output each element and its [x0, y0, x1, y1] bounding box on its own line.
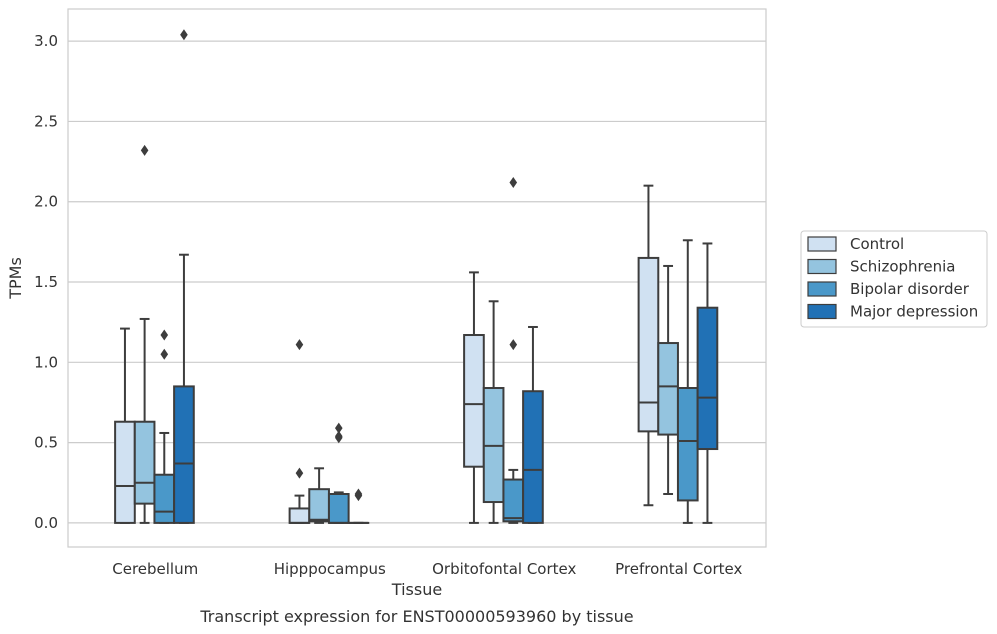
box-series — [114, 29, 719, 524]
box-body — [657, 342, 679, 436]
chart-caption: Transcript expression for ENST0000059396… — [199, 607, 633, 626]
series-group — [173, 29, 719, 524]
x-axis-label: Tissue — [391, 580, 442, 599]
series-group — [114, 184, 660, 524]
legend: Control Schizophrenia Bipolar disorder Majo… — [800, 230, 988, 328]
box-2-3 — [522, 325, 544, 524]
y-tick-label: 1.5 — [34, 273, 58, 291]
legend-label: Bipolar disorder — [850, 280, 970, 298]
outlier-point — [295, 339, 304, 351]
box-3-1 — [657, 264, 679, 496]
y-tick-label: 0.0 — [34, 514, 58, 532]
outlier-point — [140, 144, 149, 156]
box-1-1 — [308, 467, 330, 524]
legend-label: Control — [850, 235, 904, 253]
y-tick-label: 2.5 — [34, 112, 58, 130]
box-body — [153, 473, 176, 524]
legend-label: Major depression — [850, 303, 978, 321]
y-axis-label: TPMs — [6, 257, 25, 300]
outlier-point — [509, 339, 518, 351]
box-body — [288, 507, 311, 524]
legend-swatch — [807, 258, 837, 275]
series-group — [153, 176, 699, 524]
y-tick-label: 2.0 — [34, 193, 58, 211]
box-0-3 — [173, 29, 195, 524]
outlier-point — [334, 430, 343, 442]
outlier-point — [160, 348, 169, 360]
box-2-2 — [502, 176, 525, 524]
box-1-3 — [347, 488, 370, 524]
legend-label: Schizophrenia — [850, 258, 955, 276]
box-body — [327, 493, 350, 524]
box-0-2 — [153, 329, 176, 524]
box-body — [133, 420, 156, 505]
y-tick-label: 3.0 — [34, 32, 58, 50]
y-tick-label: 1.0 — [34, 353, 58, 371]
box-1-0 — [288, 339, 311, 524]
box-body — [637, 256, 660, 433]
outlier-point — [509, 176, 518, 188]
series-group — [133, 144, 679, 524]
box-0-1 — [133, 144, 156, 524]
box-3-0 — [637, 184, 660, 507]
grid-lines — [68, 40, 766, 524]
x-tick-label: Hipppocampus — [274, 560, 386, 578]
legend-frame — [800, 230, 988, 328]
box-body — [676, 387, 699, 502]
outlier-point — [295, 467, 304, 479]
box-body — [463, 334, 485, 468]
box-body — [522, 390, 544, 524]
outlier-point — [354, 488, 363, 500]
x-tick-label: Cerebellum — [112, 560, 198, 578]
legend-swatch — [807, 281, 837, 297]
legend-swatch — [807, 303, 837, 320]
box-body — [114, 420, 136, 524]
outlier-point — [160, 329, 169, 341]
box-body — [502, 478, 525, 523]
box-1-2 — [327, 422, 350, 524]
box-3-3 — [696, 242, 719, 524]
box-2-0 — [463, 271, 485, 524]
y-axis-ticks: 0.0 0.5 1.0 1.5 2.0 2.5 3.0 — [34, 32, 58, 532]
box-body — [173, 385, 195, 524]
outlier-point — [180, 29, 188, 41]
x-tick-label: Orbitofontal Cortex — [432, 560, 576, 578]
box-body — [696, 306, 719, 451]
x-axis-ticks: Cerebellum Hipppocampus Orbitofontal Corte… — [112, 560, 742, 578]
y-tick-label: 0.5 — [34, 434, 58, 452]
plot-area-frame — [67, 8, 767, 548]
outlier-point — [334, 422, 343, 434]
box-body — [308, 488, 330, 523]
box-3-2 — [676, 239, 699, 524]
box-2-1 — [482, 300, 505, 524]
box-0-0 — [114, 327, 136, 524]
x-tick-label: Prefrontal Cortex — [615, 560, 742, 578]
legend-swatch — [807, 236, 837, 252]
